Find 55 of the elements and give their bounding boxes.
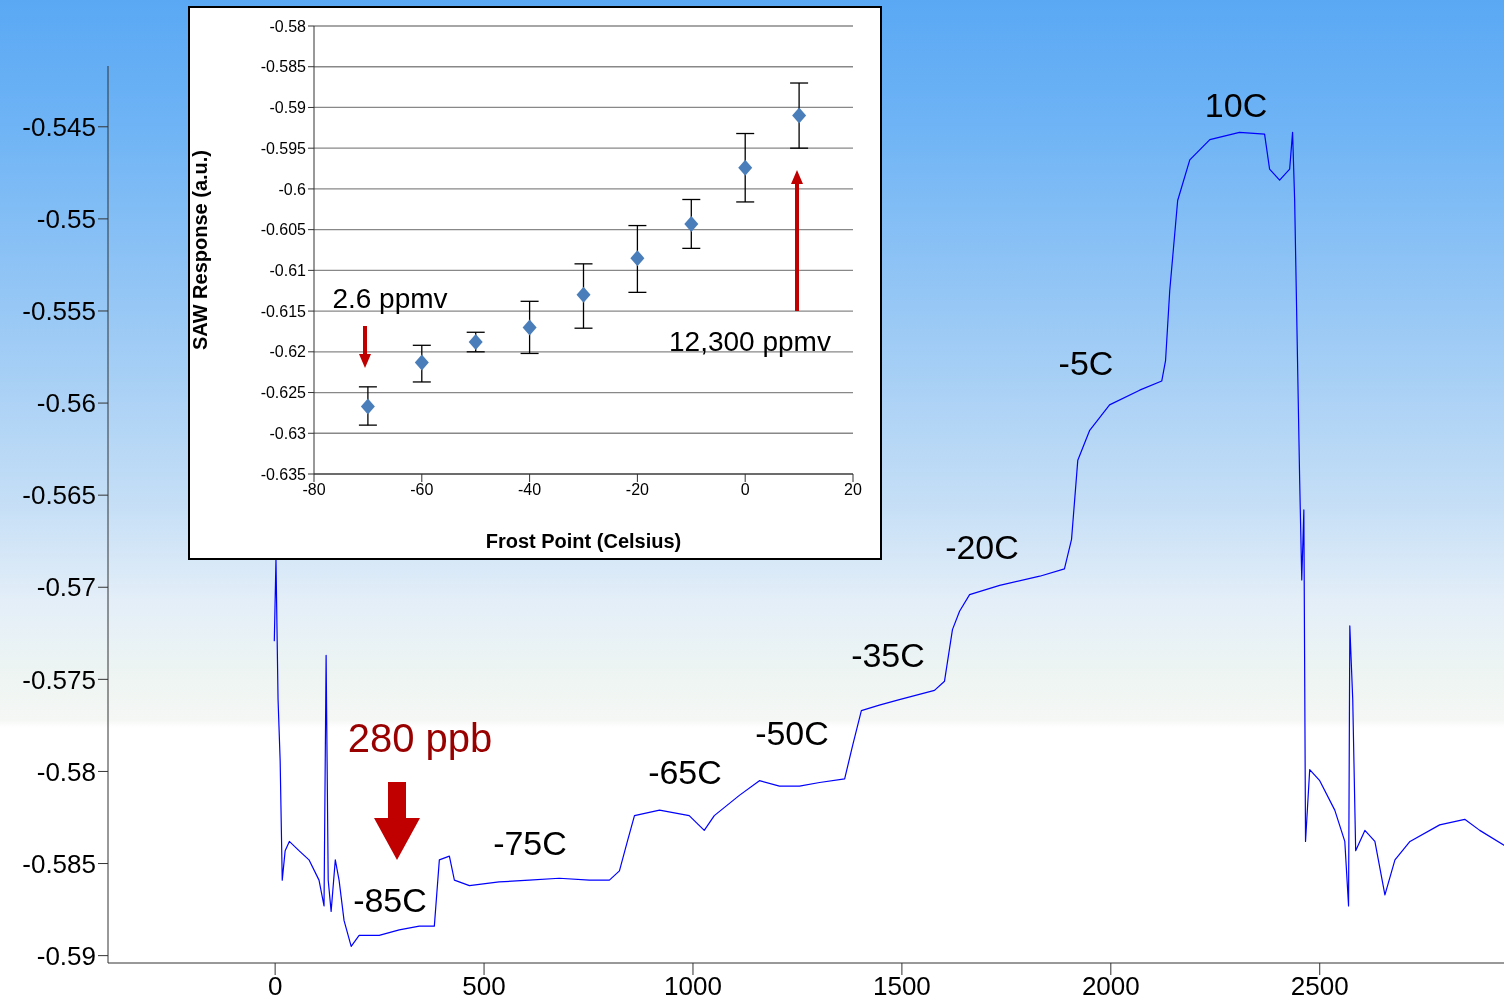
x-tick-label: 0: [267, 971, 283, 999]
y-tick-label: -0.58: [269, 17, 307, 35]
y-tick-label: -0.62: [269, 343, 307, 361]
x-tick-label: 2500: [1290, 971, 1349, 999]
x-tick-label: -20: [625, 481, 650, 499]
x-tick-label: 500: [462, 971, 506, 999]
y-tick-label: -0.555: [22, 296, 96, 327]
annotation: -50C: [755, 714, 829, 752]
x-tick-label: 1000: [664, 971, 722, 999]
x-tick-label: -40: [518, 481, 542, 499]
y-tick-label: -0.605: [260, 221, 307, 239]
point: [792, 107, 807, 124]
y-axis-title: SAW Response (a.u.): [189, 149, 212, 351]
annotation: -20C: [945, 528, 1019, 566]
annotation: -85C: [353, 881, 427, 919]
y-tick-label: -0.585: [260, 58, 307, 76]
y-tick-label: -0.6: [278, 180, 307, 198]
y-tick-label: -0.59: [36, 940, 96, 971]
annotation: -75C: [493, 824, 567, 862]
annotation: 2.6 ppmv: [332, 282, 448, 314]
point: [414, 354, 429, 371]
y-tick-label: -0.595: [260, 139, 307, 157]
annotation: 10C: [1204, 86, 1268, 124]
annotation: -5C: [1058, 344, 1114, 382]
x-tick-label: -80: [302, 481, 326, 499]
point: [684, 215, 699, 232]
y-tick-label: -0.57: [36, 572, 96, 603]
y-tick-label: -0.635: [260, 465, 307, 483]
x-tick-label: 2000: [1081, 971, 1140, 999]
annotation: -35C: [851, 636, 925, 674]
point: [738, 159, 753, 176]
x-axis-title: Frost Point (Celsius): [485, 530, 682, 552]
x-tick-label: 20: [844, 481, 862, 499]
point: [630, 250, 645, 267]
point: [522, 319, 537, 336]
y-tick-label: -0.575: [22, 664, 96, 695]
y-tick-label: -0.61: [269, 262, 307, 280]
y-tick-label: -0.55: [36, 204, 96, 235]
y-tick-label: -0.585: [22, 848, 96, 879]
y-tick-label: -0.615: [260, 302, 307, 320]
annotation: 280 ppb: [347, 716, 493, 760]
y-tick-label: -0.545: [22, 112, 96, 143]
x-tick-label: 1500: [872, 971, 931, 999]
annotation: 12,300 ppmv: [669, 325, 831, 357]
y-tick-label: -0.565: [22, 480, 96, 511]
point: [576, 286, 591, 303]
y-tick-label: -0.56: [36, 388, 96, 419]
y-tick-label: -0.625: [260, 384, 307, 402]
x-tick-label: -60: [410, 481, 434, 499]
x-tick-label: 0: [740, 481, 750, 499]
annotation: -65C: [648, 753, 722, 791]
y-tick-label: -0.63: [269, 424, 307, 442]
point: [360, 398, 375, 415]
y-tick-label: -0.58: [36, 756, 96, 787]
y-tick-label: -0.59: [269, 99, 307, 117]
